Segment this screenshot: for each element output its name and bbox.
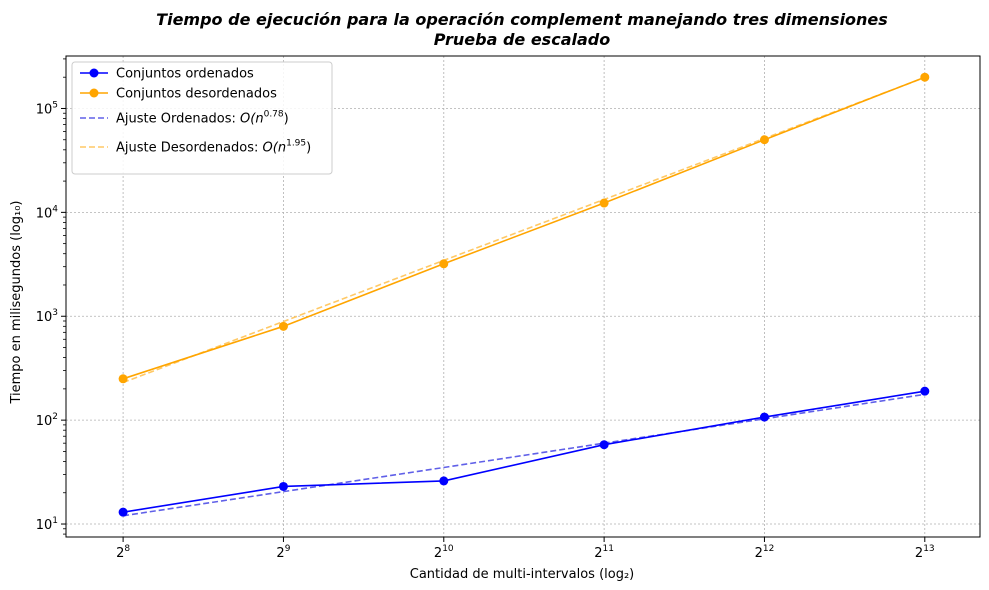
- data-point: [118, 374, 128, 384]
- data-point: [759, 135, 769, 145]
- legend-marker: [89, 68, 99, 78]
- series-layer: [118, 72, 930, 517]
- y-tick-label: 103: [36, 308, 58, 325]
- data-point: [599, 440, 609, 450]
- data-point: [439, 476, 449, 486]
- legend: Conjuntos ordenados Conjuntos desordenado…: [71, 61, 333, 175]
- plot-frame: [65, 55, 981, 538]
- data-point: [920, 386, 930, 396]
- data-point: [118, 507, 128, 517]
- data-point: [920, 72, 930, 82]
- x-tick-label: 210: [434, 544, 454, 561]
- legend-label: Ajuste Ordenados: O(n0.78): [116, 110, 289, 127]
- data-point: [599, 198, 609, 208]
- x-axis-ticks: 28 29 210 211 212 213: [116, 537, 935, 561]
- data-point: [439, 259, 449, 269]
- series-line-1: [122, 76, 926, 380]
- x-tick-label: 213: [915, 544, 935, 561]
- series-line-0: [122, 390, 925, 513]
- legend-label: Conjuntos ordenados: [116, 67, 254, 82]
- series-line-2: [122, 393, 925, 517]
- legend-box: [71, 61, 333, 175]
- y-axis-label: Tiempo en milisegundos (log₁₀): [9, 200, 24, 404]
- x-axis-label: Cantidad de multi-intervalos (log₂): [410, 567, 635, 582]
- y-tick-label: 104: [36, 204, 59, 221]
- y-axis-ticks: 101 102 103 104 105: [36, 58, 66, 535]
- legend-label: Conjuntos desordenados: [116, 87, 277, 102]
- data-point: [759, 412, 769, 422]
- x-tick-label: 212: [755, 544, 775, 561]
- y-tick-label: 102: [36, 412, 58, 429]
- legend-marker: [89, 88, 99, 98]
- chart-title-group: Tiempo de ejecución para la operación co…: [156, 10, 888, 49]
- data-point: [278, 321, 288, 331]
- chart-title: Tiempo de ejecución para la operación co…: [156, 10, 888, 29]
- series-line-3: [122, 76, 926, 384]
- x-tick-label: 29: [276, 544, 290, 561]
- data-point: [278, 481, 288, 491]
- x-tick-label: 211: [594, 544, 614, 561]
- y-tick-label: 101: [36, 516, 58, 533]
- legend-label: Ajuste Desordenados: O(n1.95): [116, 139, 311, 156]
- chart-subtitle: Prueba de escalado: [434, 30, 610, 49]
- x-tick-label: 28: [116, 544, 130, 561]
- y-tick-label: 105: [36, 100, 58, 117]
